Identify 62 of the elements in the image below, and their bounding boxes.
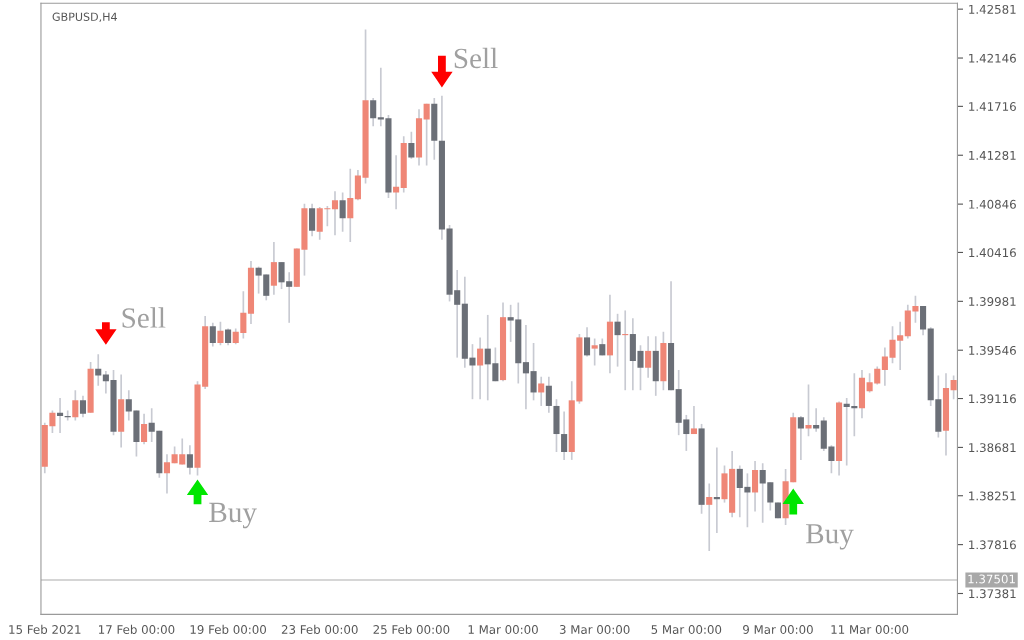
y-tick-label: 1.39981 xyxy=(969,297,1016,306)
annotation: Sell xyxy=(454,47,498,69)
y-tick-label: 1.41716 xyxy=(969,102,1016,112)
candlestick xyxy=(583,326,591,358)
x-tick-label: 5 Mar 00:00 xyxy=(651,625,722,634)
candlestick xyxy=(797,415,804,461)
y-tick-label: 1.37381 xyxy=(969,589,1016,599)
candlestick xyxy=(805,383,812,438)
candlestick xyxy=(706,482,713,552)
candlestick xyxy=(209,321,216,348)
candlestick xyxy=(72,389,79,422)
candlestick xyxy=(141,412,148,445)
annotation: Sell xyxy=(122,307,166,328)
candlestick xyxy=(645,335,652,379)
x-tick-label: 9 Mar 00:00 xyxy=(743,625,813,634)
candlestick xyxy=(561,410,568,461)
x-tick-label: 3 Mar 00:00 xyxy=(559,625,630,634)
y-tick-label: 1.39116 xyxy=(969,394,1016,404)
x-tick-label: 1 Mar 00:00 xyxy=(468,625,538,634)
candlestick xyxy=(423,102,430,167)
candlestick xyxy=(920,305,927,336)
candlestick xyxy=(370,97,377,127)
candlestick xyxy=(79,394,87,419)
y-tick-label: 1.41281 xyxy=(969,150,1016,160)
y-tick-label: 1.40416 xyxy=(969,248,1016,258)
y-tick-label: 1.42581 xyxy=(969,4,1016,14)
candlestick xyxy=(690,405,698,435)
x-tick-label: 15 Feb 2021 xyxy=(9,624,81,634)
candlestick xyxy=(545,375,552,414)
candlestick xyxy=(950,374,957,401)
annotation: Buy xyxy=(806,524,854,550)
x-tick-label: 19 Feb 00:00 xyxy=(190,624,267,634)
candlestick xyxy=(614,312,621,368)
candlestick xyxy=(591,337,598,367)
ref-line-label: 1.37501 xyxy=(968,574,1015,584)
y-tick-label: 1.38251 xyxy=(969,491,1016,501)
x-tick-label: 23 Feb 00:00 xyxy=(281,624,358,634)
candlestick xyxy=(309,202,316,238)
y-tick-label: 1.37816 xyxy=(969,540,1016,550)
candlestick xyxy=(339,191,346,233)
y-tick-label: 1.42146 xyxy=(969,53,1016,63)
candlestick xyxy=(530,342,537,402)
candlestick xyxy=(95,353,102,387)
annotation: Buy xyxy=(209,502,257,529)
candlestick xyxy=(477,336,484,401)
y-tick-label: 1.38681 xyxy=(969,443,1016,453)
x-tick-label: 17 Feb 00:00 xyxy=(99,624,175,634)
candlestick xyxy=(752,460,759,513)
candlestick xyxy=(163,453,171,495)
text: GBPUSD,H4 xyxy=(52,12,117,23)
candlestick xyxy=(347,168,354,243)
candlestick xyxy=(522,324,529,411)
candlestick xyxy=(270,241,277,296)
candlestick xyxy=(217,320,224,347)
candlestick xyxy=(186,444,193,476)
candlestick xyxy=(331,190,339,236)
x-tick-label: 11 Mar 00:00 xyxy=(831,625,909,634)
candlestick xyxy=(538,375,545,407)
x-tick-label: 25 Feb 00:00 xyxy=(373,624,450,634)
y-tick-label: 1.39546 xyxy=(969,345,1016,355)
y-tick-label: 1.40846 xyxy=(969,199,1016,209)
candlestick xyxy=(408,130,415,160)
